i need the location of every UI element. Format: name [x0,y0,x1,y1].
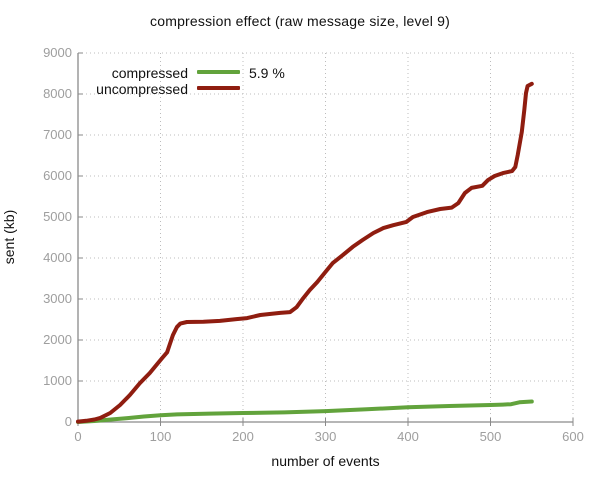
series-line-compressed [76,399,534,424]
legend-label-compressed: compressed [111,65,188,81]
y-tick-label: 7000 [43,127,72,142]
y-tick-label: 4000 [43,250,72,265]
legend-compression-ratio: 5.9 % [249,65,285,81]
legend-label-uncompressed: uncompressed [96,81,188,97]
y-tick-label: 2000 [43,332,72,347]
x-tick-label: 100 [149,429,172,444]
x-tick-label: 200 [232,429,254,444]
y-tick-label: 6000 [43,168,72,183]
x-tick-label: 300 [314,429,337,444]
x-tick-label: 0 [74,429,82,444]
y-tick-label: 9000 [43,45,72,60]
x-tick-label: 500 [479,429,502,444]
x-tick-label: 600 [562,429,584,444]
chart-title: compression effect (raw message size, le… [150,13,450,29]
y-tick-label: 8000 [43,86,72,101]
x-axis-title: number of events [271,453,380,469]
y-tick-label: 5000 [43,209,72,224]
series-line-uncompressed [76,81,534,424]
y-tick-label: 0 [64,414,72,429]
legend-line-sample-compressed [197,70,240,74]
x-tick-label: 400 [397,429,419,444]
legend-line-sample-uncompressed [197,86,240,90]
y-tick-label: 3000 [43,291,72,306]
y-tick-label: 1000 [43,373,72,388]
